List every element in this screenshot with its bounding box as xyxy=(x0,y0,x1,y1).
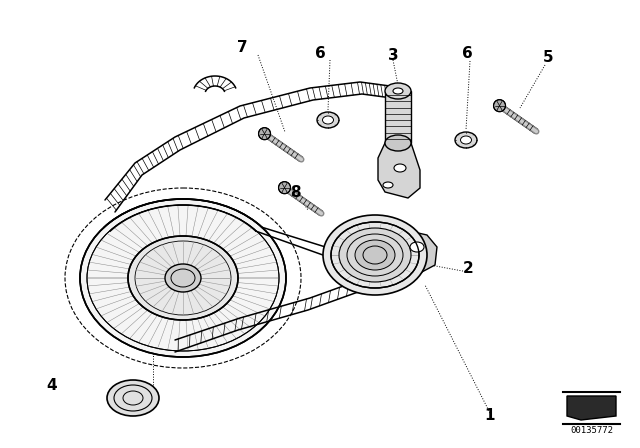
Ellipse shape xyxy=(393,88,403,94)
Ellipse shape xyxy=(410,242,424,252)
Text: 1: 1 xyxy=(484,408,495,422)
Text: 5: 5 xyxy=(543,49,554,65)
Polygon shape xyxy=(390,230,437,273)
Ellipse shape xyxy=(339,228,411,282)
Ellipse shape xyxy=(107,380,159,416)
Circle shape xyxy=(493,99,506,112)
Ellipse shape xyxy=(80,199,286,357)
Ellipse shape xyxy=(323,116,333,124)
Ellipse shape xyxy=(461,136,472,144)
Ellipse shape xyxy=(394,164,406,172)
Text: 8: 8 xyxy=(290,185,300,199)
Text: 2: 2 xyxy=(463,260,474,276)
Polygon shape xyxy=(385,91,411,143)
Text: 7: 7 xyxy=(237,39,247,55)
Text: 00135772: 00135772 xyxy=(570,426,613,435)
Ellipse shape xyxy=(165,264,201,292)
Polygon shape xyxy=(567,396,616,420)
Circle shape xyxy=(259,128,271,140)
Text: 6: 6 xyxy=(315,46,325,60)
Polygon shape xyxy=(378,143,420,198)
Ellipse shape xyxy=(355,240,395,270)
Text: 6: 6 xyxy=(461,46,472,60)
Ellipse shape xyxy=(383,182,393,188)
Ellipse shape xyxy=(455,132,477,148)
Ellipse shape xyxy=(317,112,339,128)
Text: 4: 4 xyxy=(47,378,58,392)
Text: 3: 3 xyxy=(388,47,398,63)
Ellipse shape xyxy=(323,215,427,295)
Ellipse shape xyxy=(128,236,238,320)
Circle shape xyxy=(278,181,291,194)
Ellipse shape xyxy=(385,83,411,99)
Ellipse shape xyxy=(385,135,411,151)
